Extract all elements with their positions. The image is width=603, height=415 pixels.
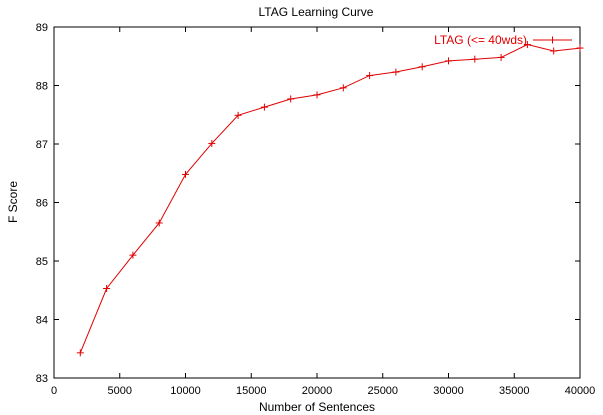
- data-point-marker: [287, 95, 295, 103]
- x-tick-label: 10000: [170, 385, 201, 397]
- x-tick-label: 20000: [302, 385, 333, 397]
- x-tick-label: 5000: [108, 385, 132, 397]
- x-axis-title: Number of Sentences: [259, 400, 375, 414]
- data-point-marker: [366, 72, 374, 80]
- data-point-marker: [103, 284, 111, 292]
- y-tick-label: 87: [36, 139, 48, 151]
- data-point-marker: [155, 219, 163, 227]
- x-tick-label: 30000: [433, 385, 464, 397]
- data-point-marker: [313, 91, 321, 99]
- data-point-marker: [576, 44, 584, 52]
- legend-label: LTAG (<= 40wds): [434, 33, 527, 47]
- x-tick-label: 15000: [236, 385, 267, 397]
- chart-title: LTAG Learning Curve: [259, 5, 374, 19]
- x-tick-label: 35000: [499, 385, 530, 397]
- data-point-marker: [471, 55, 479, 63]
- plot-area-border: [53, 26, 581, 379]
- data-point-marker: [129, 251, 137, 259]
- data-point-marker: [523, 41, 531, 49]
- y-tick-label: 84: [36, 315, 48, 327]
- legend: LTAG (<= 40wds): [434, 33, 572, 47]
- legend-marker-sample: [549, 36, 556, 44]
- x-tick-label: 0: [51, 385, 57, 397]
- y-axis-title: F Score: [6, 181, 20, 223]
- y-tick-label: 89: [36, 22, 48, 34]
- data-point-marker: [550, 47, 558, 55]
- data-point-marker: [418, 63, 426, 71]
- y-tick-label: 85: [36, 256, 48, 268]
- data-point-marker: [234, 111, 242, 119]
- x-tick-label: 40000: [565, 385, 596, 397]
- data-point-marker: [445, 57, 452, 65]
- data-point-marker: [497, 53, 505, 61]
- y-tick-label: 88: [36, 81, 48, 93]
- y-tick-label: 83: [36, 373, 48, 385]
- data-point-marker: [182, 170, 189, 178]
- data-point-marker: [260, 103, 268, 111]
- data-point-marker: [339, 84, 347, 92]
- y-tick-label: 86: [36, 198, 48, 210]
- series-line: [79, 43, 581, 353]
- data-point-marker: [76, 349, 84, 357]
- data-point-marker: [208, 139, 216, 147]
- data-point-marker: [392, 68, 400, 76]
- x-tick-label: 25000: [367, 385, 398, 397]
